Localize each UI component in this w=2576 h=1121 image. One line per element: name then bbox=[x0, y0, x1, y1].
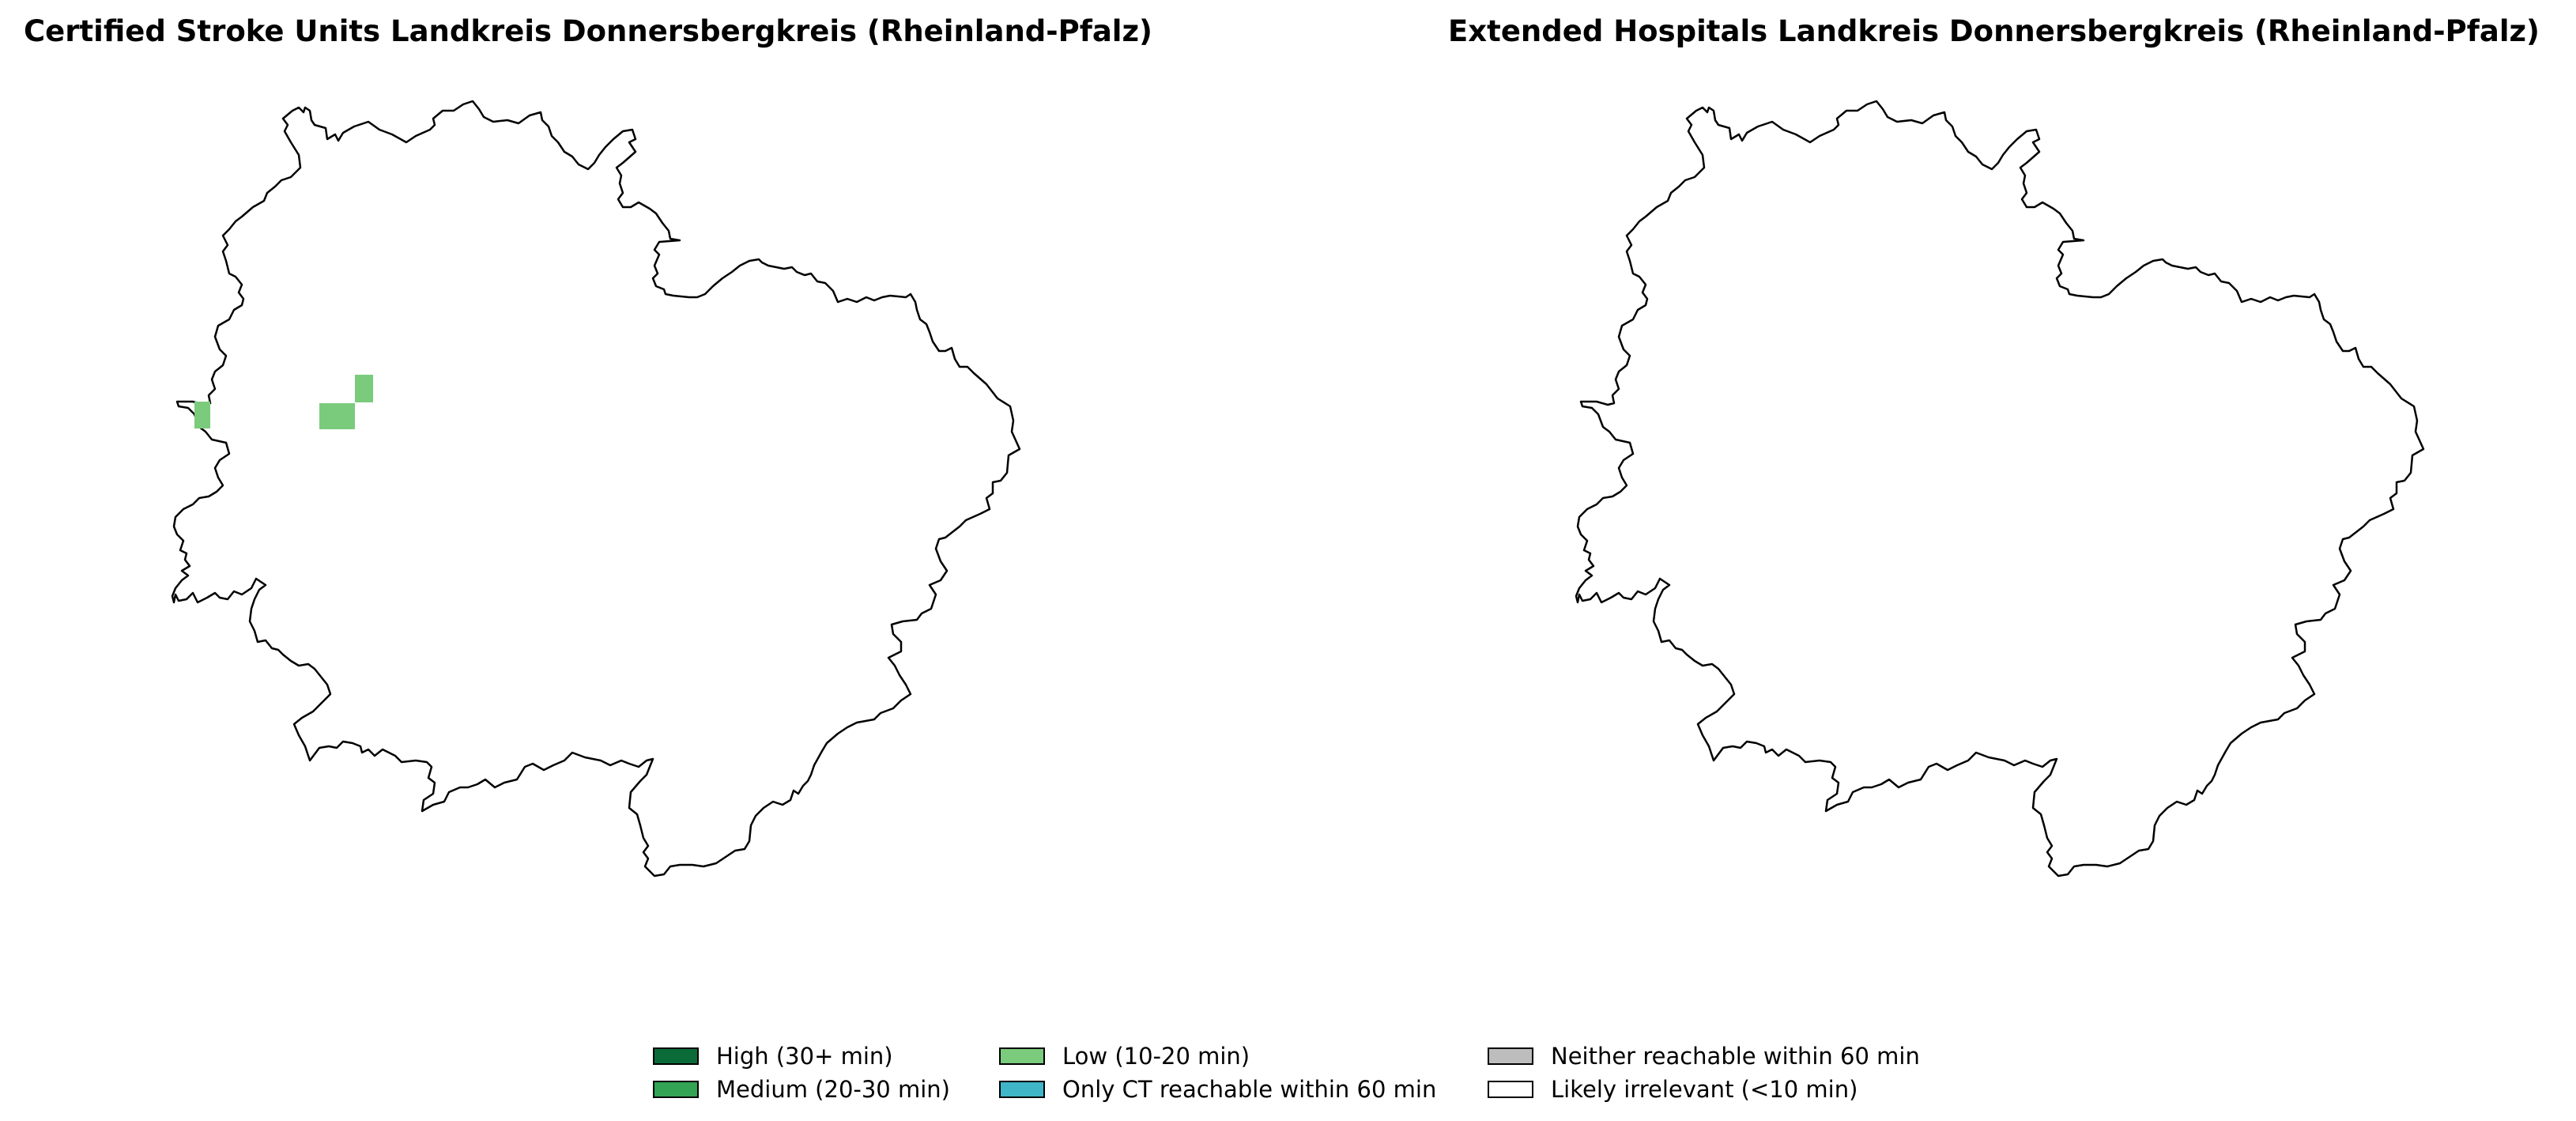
legend-item-irrelevant: Likely irrelevant (<10 min) bbox=[1488, 1074, 1858, 1105]
legend: High (30+ min) Medium (20-30 min) Low (1… bbox=[653, 1040, 1933, 1104]
district-boundary-stroke-units bbox=[171, 100, 1021, 878]
legend-item-low: Low (10-20 min) bbox=[999, 1040, 1250, 1072]
reachability-cells-stroke-units bbox=[194, 375, 373, 429]
cell-low-3 bbox=[194, 402, 210, 428]
legend-swatch-neither bbox=[1488, 1047, 1533, 1065]
map-title-extended-hospitals: Extended Hospitals Landkreis Donnersberg… bbox=[1448, 14, 2540, 48]
legend-item-neither: Neither reachable within 60 min bbox=[1488, 1040, 1920, 1072]
legend-swatch-ct-only bbox=[999, 1081, 1045, 1098]
legend-item-ct-only: Only CT reachable within 60 min bbox=[999, 1074, 1436, 1105]
legend-swatch-low bbox=[999, 1047, 1045, 1065]
legend-label-medium: Medium (20-30 min) bbox=[716, 1076, 950, 1103]
cell-low-1 bbox=[319, 403, 355, 429]
map-extended-hospitals bbox=[1575, 100, 2425, 878]
legend-label-neither: Neither reachable within 60 min bbox=[1551, 1043, 1920, 1070]
legend-item-high: High (30+ min) bbox=[653, 1040, 893, 1072]
legend-swatch-irrelevant bbox=[1488, 1081, 1533, 1098]
legend-swatch-medium bbox=[653, 1081, 699, 1098]
map-title-stroke-units: Certified Stroke Units Landkreis Donners… bbox=[24, 14, 1152, 48]
legend-label-ct-only: Only CT reachable within 60 min bbox=[1062, 1076, 1437, 1103]
cell-low-2 bbox=[355, 375, 373, 402]
district-boundary-extended-hospitals bbox=[1575, 100, 2425, 878]
legend-swatch-high bbox=[653, 1047, 699, 1065]
legend-label-low: Low (10-20 min) bbox=[1062, 1043, 1250, 1070]
legend-item-medium: Medium (20-30 min) bbox=[653, 1074, 950, 1105]
legend-label-high: High (30+ min) bbox=[716, 1043, 893, 1070]
map-stroke-units bbox=[171, 100, 1021, 878]
legend-label-irrelevant: Likely irrelevant (<10 min) bbox=[1551, 1076, 1858, 1103]
